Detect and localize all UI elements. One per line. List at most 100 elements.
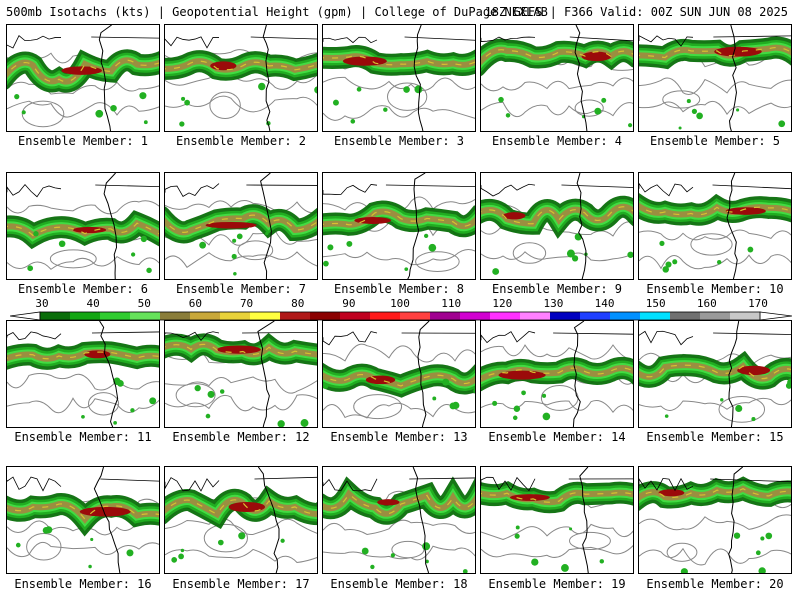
colorbar-tick-label: 30 <box>35 297 49 310</box>
colorbar-tick-label: 170 <box>748 297 768 310</box>
wind-speed-cell <box>414 85 423 94</box>
political-border <box>561 184 633 188</box>
wind-speed-cell <box>521 390 526 396</box>
wind-speed-cell <box>15 542 21 548</box>
member-caption: Ensemble Member: 9 <box>491 282 623 296</box>
map-header: 500mb Isotachs (kts) | Geopotential Heig… <box>4 4 796 20</box>
member-caption: Ensemble Member: 11 <box>14 430 152 444</box>
jet-stream-band <box>639 488 791 499</box>
jet-stream-band <box>639 205 791 216</box>
ensemble-member-map <box>322 466 476 574</box>
wind-speed-cell <box>45 526 53 534</box>
ensemble-member-map <box>480 172 634 280</box>
wind-speed-cell <box>199 241 207 249</box>
height-contour <box>175 383 216 408</box>
wind-speed-cell <box>184 99 190 106</box>
colorbar-segment <box>550 312 581 320</box>
member-caption: Ensemble Member: 2 <box>175 134 307 148</box>
member-caption: Ensemble Member: 17 <box>172 577 310 591</box>
height-contour <box>26 532 62 561</box>
colorbar-tick-label: 40 <box>86 297 100 310</box>
jet-core <box>725 207 766 215</box>
wind-speed-cell <box>747 246 754 253</box>
colorbar-segment <box>610 312 641 320</box>
wind-speed-cell <box>542 412 551 421</box>
map-canvas <box>7 321 159 427</box>
height-contour <box>7 100 159 118</box>
wind-speed-cell <box>146 267 152 274</box>
jet-stream-band <box>481 367 633 380</box>
colorbar-tick-label: 90 <box>342 297 356 310</box>
jet-stream-band <box>481 206 633 225</box>
height-contour <box>639 397 791 411</box>
wind-speed-cell <box>90 537 94 541</box>
jet-stream-band <box>7 351 159 360</box>
wind-speed-cell <box>179 121 185 127</box>
wind-speed-cell <box>232 238 237 243</box>
height-contour <box>323 105 475 121</box>
member-caption: Ensemble Member: 14 <box>488 430 626 444</box>
ensemble-member-map <box>480 24 634 132</box>
height-contour <box>481 77 633 92</box>
colorbar-segment <box>430 312 461 320</box>
wind-speed-cell <box>117 380 124 387</box>
wind-speed-cell <box>323 260 329 267</box>
member-caption: Ensemble Member: 1 <box>17 134 149 148</box>
ensemble-member-map <box>322 24 476 132</box>
jet-core <box>354 217 392 224</box>
wind-speed-cell <box>110 104 117 112</box>
coastline <box>726 173 738 279</box>
wind-speed-cell <box>571 255 579 262</box>
wind-speed-cell <box>678 126 682 130</box>
wind-speed-cell <box>81 414 85 419</box>
height-contour <box>49 249 97 269</box>
wind-speed-cell <box>696 112 703 120</box>
colorbar-segment <box>580 312 611 320</box>
wind-speed-cell <box>350 119 356 124</box>
ensemble-member-map <box>638 466 792 574</box>
coastline <box>412 467 429 573</box>
valid-time-label: 18Z GEFS | F366 Valid: 00Z SUN JUN 08 20… <box>484 5 788 19</box>
wind-speed-cell <box>383 107 388 112</box>
wind-speed-cell <box>512 415 518 421</box>
ensemble-member-map <box>480 466 634 574</box>
colorbar-tick-label: 100 <box>390 297 410 310</box>
member-caption: Ensemble Member: 15 <box>646 430 784 444</box>
height-contour <box>165 73 317 90</box>
product-title: 500mb Isotachs (kts) | Geopotential Heig… <box>6 5 548 19</box>
jet-core <box>498 370 546 380</box>
colorbar-segment <box>280 312 311 320</box>
height-contour <box>165 95 317 113</box>
coastline <box>323 183 378 195</box>
jet-core <box>217 345 261 354</box>
wind-speed-cell <box>492 400 498 406</box>
colorbar-segment <box>220 312 251 320</box>
member-caption: Ensemble Member: 10 <box>646 282 784 296</box>
coastline <box>481 476 536 492</box>
jet-core <box>509 494 550 501</box>
map-canvas <box>481 173 633 279</box>
height-contour <box>481 251 633 262</box>
height-contour <box>666 542 698 562</box>
map-canvas <box>165 25 317 131</box>
colorbar-tick-label: 120 <box>492 297 513 310</box>
wind-speed-cell <box>462 569 468 573</box>
height-contour <box>415 251 460 272</box>
wind-speed-cell <box>207 390 215 398</box>
height-contour <box>165 376 317 394</box>
map-canvas <box>165 467 317 573</box>
wind-speed-cell <box>736 108 740 112</box>
coastline <box>99 321 119 427</box>
colorbar-tick-label: 110 <box>441 297 462 310</box>
coastline <box>728 321 740 427</box>
height-contour <box>7 397 159 414</box>
colorbar-tick-label: 140 <box>594 297 615 310</box>
wind-speed-cell <box>787 378 791 387</box>
political-border <box>91 331 159 334</box>
map-canvas <box>7 467 159 573</box>
height-contour <box>87 392 120 416</box>
wind-speed-cell <box>422 542 431 551</box>
height-contour <box>386 82 428 111</box>
wind-speed-cell <box>236 233 243 240</box>
coastline <box>579 467 589 573</box>
